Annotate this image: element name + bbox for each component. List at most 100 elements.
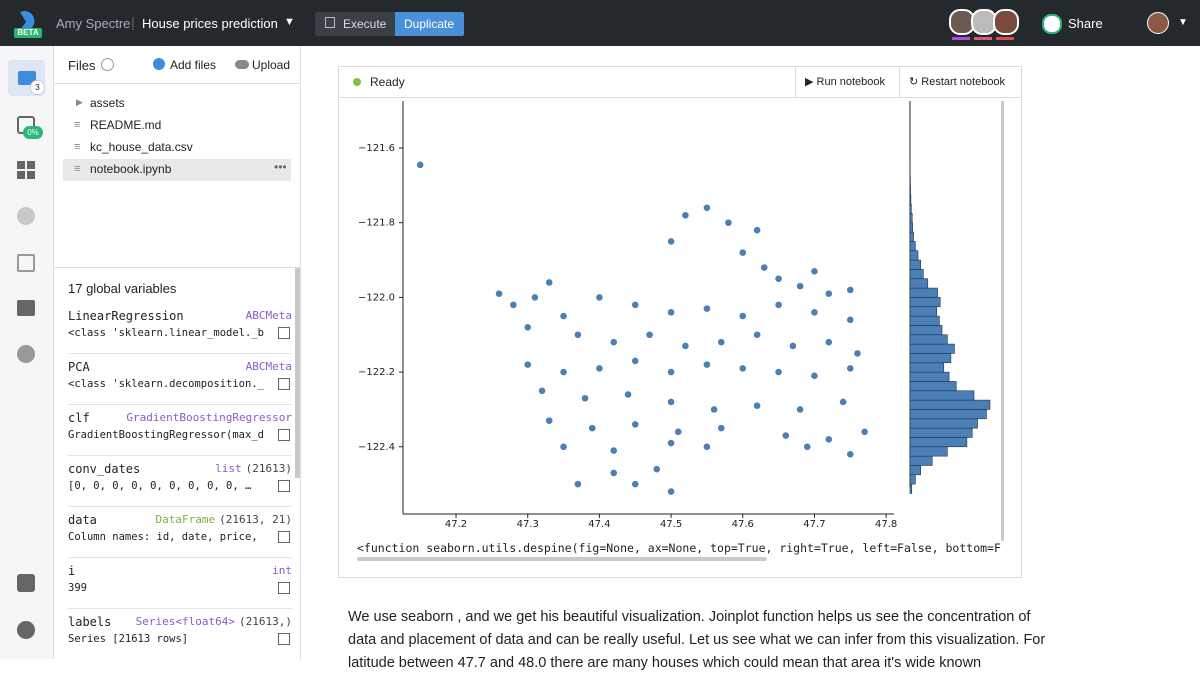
row-menu[interactable]: ••• [274, 160, 287, 174]
share-label[interactable]: Share [1068, 16, 1103, 31]
restart-notebook[interactable]: ↻ Restart notebook [909, 75, 1005, 88]
scatter-point [610, 447, 617, 454]
histogram-bar [910, 279, 928, 288]
histogram-bar [910, 297, 940, 306]
histogram-bar [910, 437, 967, 446]
file-name[interactable]: kc_house_data.csv [90, 140, 193, 154]
run-notebook[interactable]: ▶ Run notebook [805, 75, 885, 88]
open-icon[interactable] [278, 378, 290, 390]
histogram-bar [910, 260, 921, 269]
file-name[interactable]: notebook.ipynb [90, 162, 171, 176]
divider [795, 67, 796, 97]
upload-icon[interactable] [235, 60, 249, 69]
upload[interactable]: Upload [252, 58, 290, 72]
histogram-bar [910, 307, 937, 316]
execute-label: Execute [343, 17, 386, 31]
scatter-point [632, 421, 639, 428]
scrollbar[interactable] [357, 557, 767, 561]
project-name[interactable]: House prices prediction [142, 16, 278, 31]
type-kind: list [215, 462, 242, 475]
user-avatar[interactable] [1147, 12, 1169, 34]
add-icon[interactable] [153, 58, 165, 70]
cell-output: <function seaborn.utils.despine(fig=None… [357, 541, 1001, 555]
scrollbar[interactable] [1001, 101, 1004, 541]
history-tab[interactable] [17, 345, 35, 363]
scatter-point [739, 365, 746, 372]
scatter-point [596, 365, 603, 372]
scatter-point [560, 369, 567, 376]
comments-tab[interactable] [17, 300, 35, 316]
duplicate-button[interactable]: Duplicate [395, 12, 464, 36]
scatter-point [703, 305, 710, 312]
scatter-point [789, 342, 796, 349]
variable-value: GradientBoostingRegressor(max_d [68, 429, 264, 441]
variable-value: [0, 0, 0, 0, 0, 0, 0, 0, 0, … [68, 480, 264, 492]
terminal-tab[interactable] [17, 254, 35, 272]
scatter-point [703, 204, 710, 211]
open-icon[interactable] [278, 429, 290, 441]
open-icon[interactable] [278, 327, 290, 339]
avatar[interactable] [993, 9, 1019, 35]
variable-value: <class 'sklearn.decomposition._ [68, 378, 264, 390]
project-menu[interactable]: ▼ [284, 16, 295, 28]
execute-button[interactable]: Execute [315, 12, 395, 36]
scatter-point [632, 481, 639, 488]
presence [996, 37, 1014, 40]
files-badge: 3 [30, 80, 45, 95]
histogram-bar [910, 353, 951, 362]
files-tab[interactable]: 3 [8, 60, 45, 96]
scatter-point [703, 361, 710, 368]
scatter-point [546, 279, 553, 286]
scatter-point [653, 466, 660, 473]
scatter-point [775, 369, 782, 376]
variable[interactable]: conv_dates list (21613) [0, 0, 0, 0, 0, 0, … [68, 456, 292, 507]
user-menu[interactable]: ▼ [1178, 17, 1188, 28]
add-files[interactable]: Add files [170, 58, 216, 72]
sync-tab[interactable] [17, 574, 35, 592]
variable-name: data [68, 513, 97, 527]
status-ring [101, 58, 114, 71]
user-name[interactable]: Amy Spectre [56, 16, 130, 31]
scatter-point [854, 350, 861, 357]
beta-badge: BETA [14, 28, 42, 37]
apps-tab[interactable] [17, 161, 35, 179]
scatter-point [811, 268, 818, 275]
scatter-point [495, 290, 502, 297]
github-tab[interactable] [17, 207, 35, 225]
scatter-point [524, 324, 531, 331]
type-kind: ABCMeta [246, 360, 292, 373]
variable-type: Series<float64>(21613,) [136, 615, 292, 628]
variable-name: LinearRegression [68, 309, 184, 323]
variable-name: conv_dates [68, 462, 140, 476]
separator [54, 267, 300, 268]
x-tick-label: 47.5 [660, 519, 682, 530]
open-icon[interactable] [278, 531, 290, 543]
variable-type: DataFrame(21613, 21) [156, 513, 292, 526]
scatter-point [610, 339, 617, 346]
file-name[interactable]: assets [90, 96, 125, 110]
share-icon[interactable] [1042, 14, 1062, 34]
x-tick-label: 47.6 [732, 519, 754, 530]
open-icon[interactable] [278, 582, 290, 594]
duplicate-label: Duplicate [404, 17, 454, 31]
open-icon[interactable] [278, 633, 290, 645]
histogram-bar [910, 419, 978, 428]
open-icon[interactable] [278, 480, 290, 492]
type-shape: (21613) [246, 462, 292, 475]
type-kind: int [272, 564, 292, 577]
histogram-bar [910, 251, 918, 260]
file-name[interactable]: README.md [90, 118, 161, 132]
notebook-cell: Ready ▶ Run notebook ↻ Restart notebook … [338, 66, 1022, 578]
histogram-bar [910, 325, 942, 334]
help-tab[interactable] [17, 621, 35, 639]
scatter-point [804, 443, 811, 450]
scrollbar[interactable] [295, 268, 300, 478]
histogram-bar [910, 475, 915, 484]
